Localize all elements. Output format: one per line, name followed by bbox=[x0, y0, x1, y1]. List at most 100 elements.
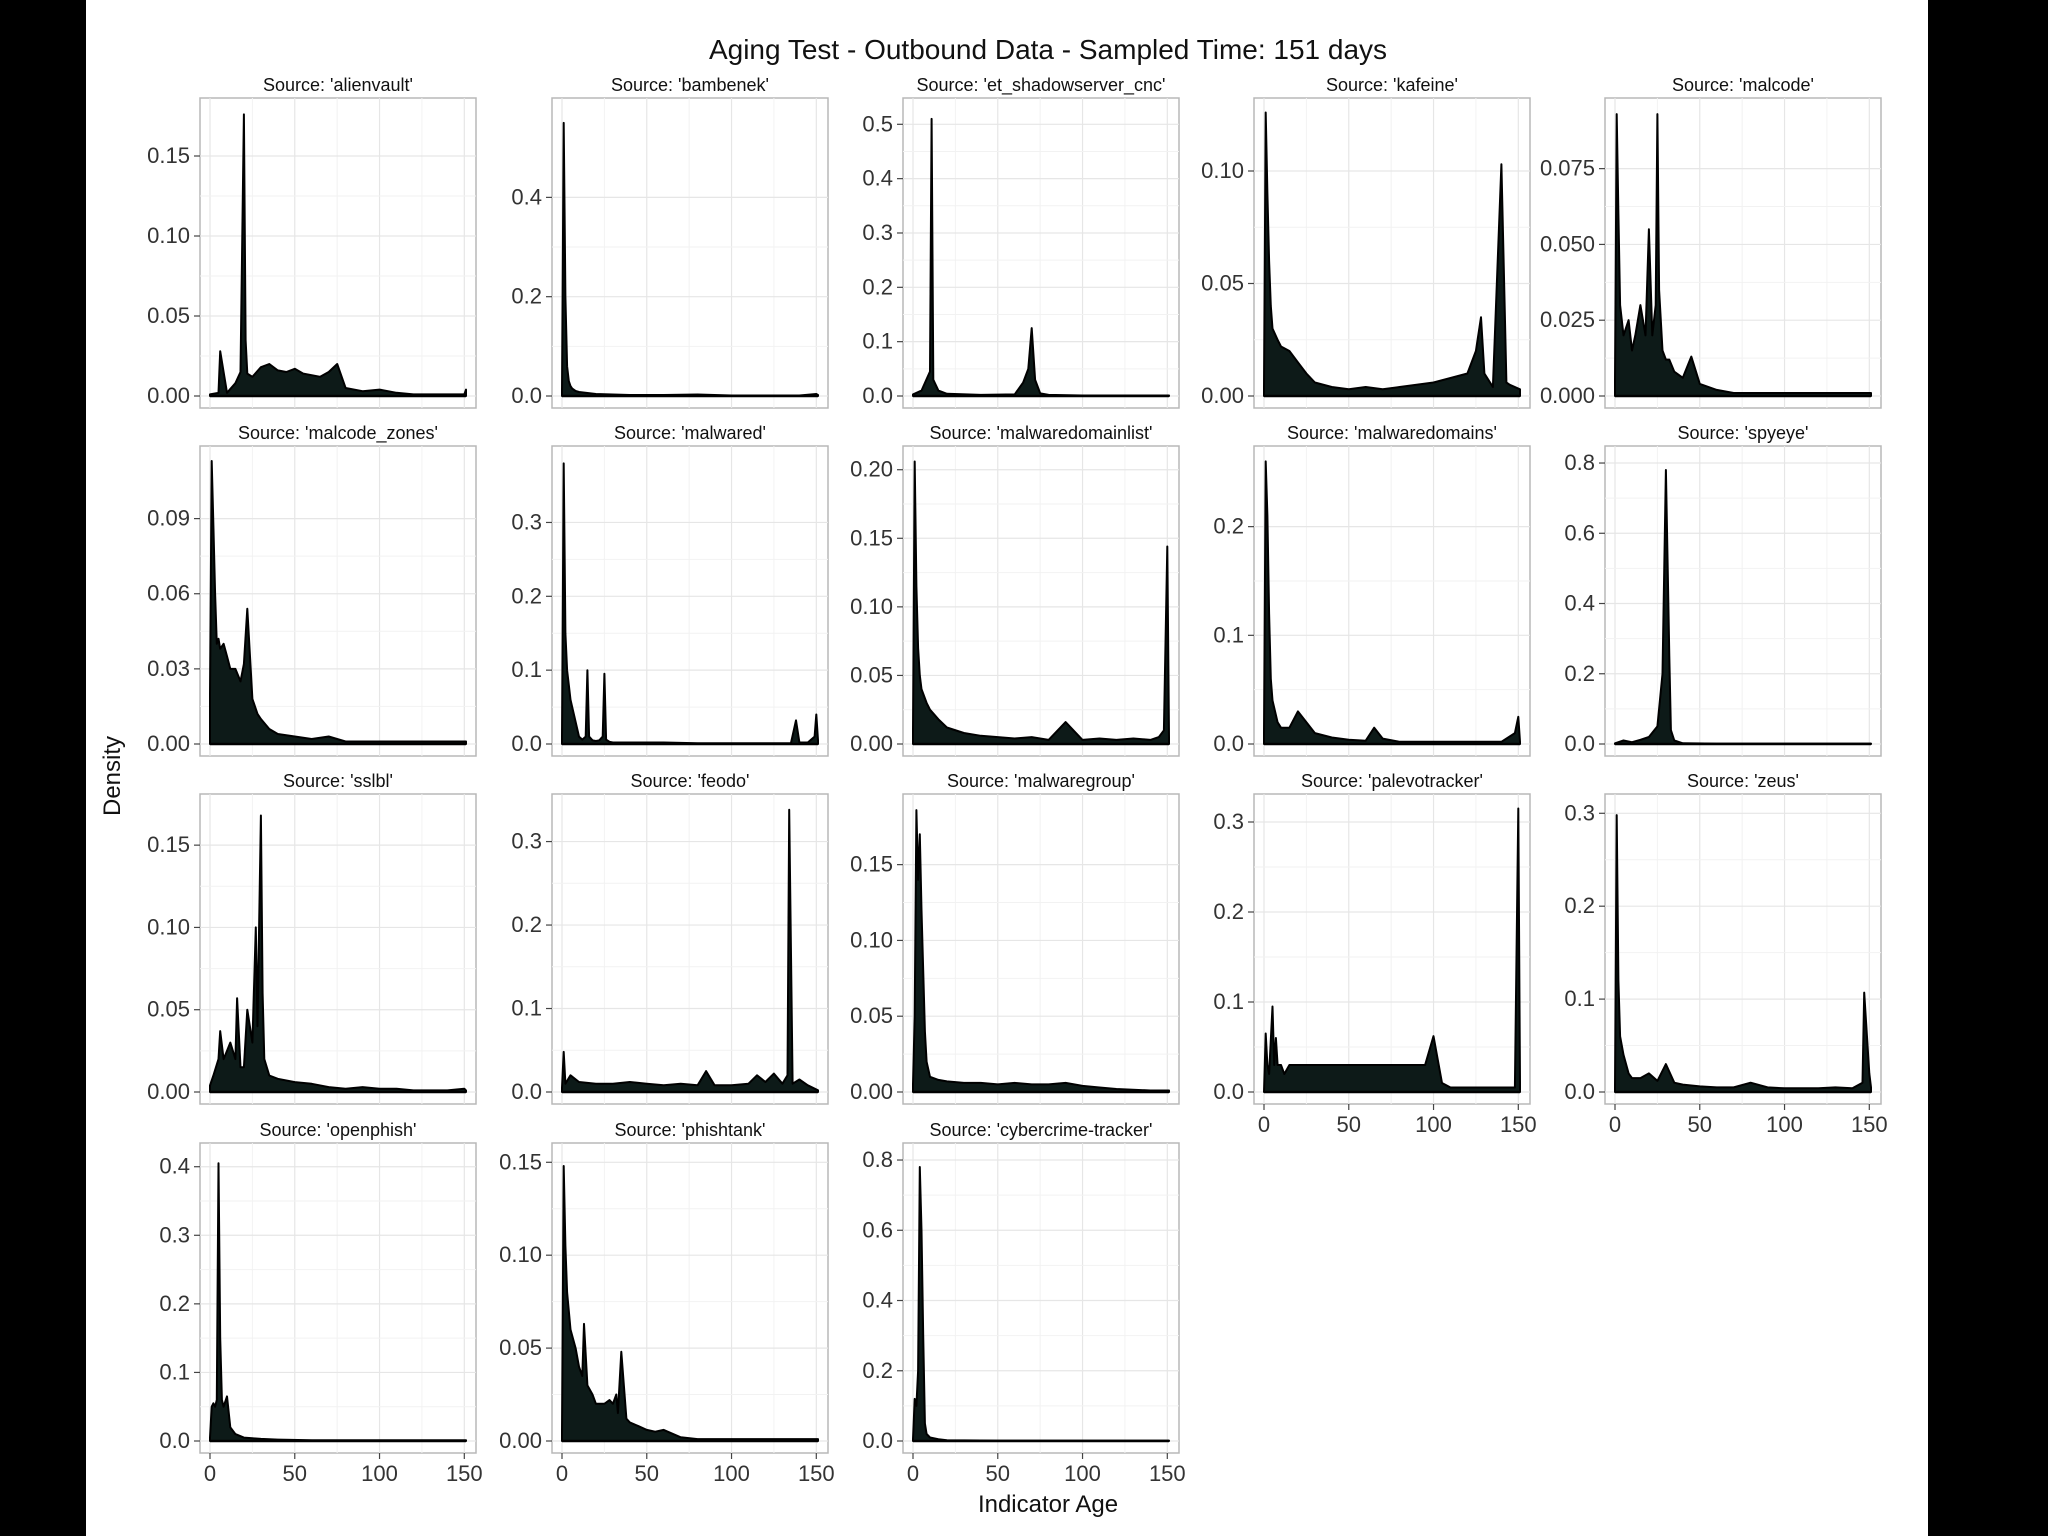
y-tick-label: 0.2 bbox=[1564, 893, 1595, 918]
y-tick-label: 0.10 bbox=[1201, 158, 1244, 183]
y-axis-label: Density bbox=[99, 736, 126, 816]
facet-panel: Source: 'malcode_zones' 0.00 0.03 0.06 0.09 bbox=[147, 423, 477, 757]
y-tick-label: 0.4 bbox=[862, 166, 893, 191]
panel-background bbox=[1604, 445, 1882, 757]
x-tick-label: 150 bbox=[798, 1461, 835, 1486]
density-area bbox=[209, 460, 467, 745]
faceted-density-figure: Aging Test - Outbound Data - Sampled Tim… bbox=[99, 34, 1888, 1518]
y-tick-label: 0.1 bbox=[1213, 622, 1244, 647]
x-tick-label: 50 bbox=[635, 1461, 659, 1486]
facet-strip-label: Source: 'zeus' bbox=[1687, 771, 1799, 791]
density-area bbox=[1263, 460, 1521, 745]
x-tick-label: 0 bbox=[1609, 1112, 1621, 1137]
y-tick-label: 0.1 bbox=[511, 657, 542, 682]
y-tick-label: 0.0 bbox=[862, 1428, 893, 1453]
x-tick-label: 0 bbox=[907, 1461, 919, 1486]
panel-background bbox=[199, 793, 477, 1105]
panel-background bbox=[902, 1142, 1180, 1454]
panel-background bbox=[902, 793, 1180, 1105]
y-tick-label: 0.05 bbox=[1201, 271, 1244, 296]
y-tick-label: 0.3 bbox=[1213, 809, 1244, 834]
facet-panel: Source: 'malwaredomainlist' 0.00 0.05 0.10 0… bbox=[850, 423, 1180, 757]
y-tick-label: 0.10 bbox=[850, 927, 893, 952]
facet-strip-label: Source: 'alienvault' bbox=[263, 75, 413, 95]
y-tick-label: 0.09 bbox=[147, 506, 190, 531]
x-tick-label: 100 bbox=[1766, 1112, 1803, 1137]
panel-background bbox=[1253, 793, 1531, 1105]
density-area bbox=[912, 809, 1170, 1093]
density-area bbox=[209, 814, 467, 1093]
y-tick-label: 0.3 bbox=[511, 509, 542, 534]
y-tick-label: 0.000 bbox=[1540, 383, 1595, 408]
x-tick-label: 100 bbox=[361, 1461, 398, 1486]
y-tick-label: 0.15 bbox=[147, 832, 190, 857]
x-tick-label: 150 bbox=[1851, 1112, 1888, 1137]
density-area bbox=[561, 808, 819, 1093]
facet-panel: Source: 'malwaredomains' 0.0 0.1 0.2 bbox=[1213, 423, 1531, 757]
y-tick-label: 0.00 bbox=[850, 731, 893, 756]
y-tick-label: 0.10 bbox=[499, 1242, 542, 1267]
y-tick-label: 0.4 bbox=[159, 1154, 190, 1179]
x-tick-label: 150 bbox=[1149, 1461, 1186, 1486]
density-area bbox=[561, 121, 819, 397]
facet-panel: Source: 'palevotracker' 0.0 0.1 0.2 0.3 0 50 10… bbox=[1213, 771, 1536, 1137]
y-tick-label: 0.1 bbox=[511, 996, 542, 1021]
y-tick-label: 0.1 bbox=[862, 329, 893, 354]
y-tick-label: 0.00 bbox=[147, 383, 190, 408]
y-tick-label: 0.10 bbox=[147, 914, 190, 939]
facet-panel: Source: 'openphish' 0.0 0.1 0.2 0.3 0.4 0 50 100… bbox=[159, 1120, 482, 1486]
facet-panel: Source: 'sslbl' 0.00 0.05 0.10 0.15 bbox=[147, 771, 477, 1105]
facet-panel: Source: 'kafeine' 0.00 0.05 0.10 bbox=[1201, 75, 1531, 409]
y-tick-label: 0.15 bbox=[147, 143, 190, 168]
y-tick-label: 0.3 bbox=[1564, 800, 1595, 825]
y-tick-label: 0.1 bbox=[159, 1359, 190, 1384]
y-tick-label: 0.00 bbox=[1201, 383, 1244, 408]
y-tick-label: 0.075 bbox=[1540, 156, 1595, 181]
chart-title: Aging Test - Outbound Data - Sampled Tim… bbox=[709, 34, 1387, 65]
chart-canvas: Aging Test - Outbound Data - Sampled Tim… bbox=[86, 0, 1928, 1536]
facet-strip-label: Source: 'feodo' bbox=[631, 771, 750, 791]
y-tick-label: 0.0 bbox=[511, 383, 542, 408]
facet-strip-label: Source: 'bambenek' bbox=[611, 75, 769, 95]
x-tick-label: 50 bbox=[986, 1461, 1010, 1486]
facet-strip-label: Source: 'cybercrime-tracker' bbox=[930, 1120, 1153, 1140]
facet-panel: Source: 'feodo' 0.0 0.1 0.2 0.3 bbox=[511, 771, 829, 1105]
y-tick-label: 0.03 bbox=[147, 656, 190, 681]
y-tick-label: 0.6 bbox=[1564, 520, 1595, 545]
y-tick-label: 0.00 bbox=[850, 1079, 893, 1104]
y-tick-label: 0.0 bbox=[159, 1428, 190, 1453]
facet-panel: Source: 'et_shadowserver_cnc' 0.0 0.1 0.2 0.… bbox=[862, 75, 1180, 409]
y-tick-label: 0.2 bbox=[862, 274, 893, 299]
y-tick-label: 0.4 bbox=[862, 1288, 893, 1313]
y-tick-label: 0.00 bbox=[147, 1079, 190, 1104]
panel-background bbox=[551, 97, 829, 409]
y-tick-label: 0.4 bbox=[1564, 591, 1595, 616]
facet-panel: Source: 'cybercrime-tracker' 0.0 0.2 0.4 0.6… bbox=[862, 1120, 1185, 1486]
x-axis-label: Indicator Age bbox=[978, 1491, 1118, 1518]
y-tick-label: 0.2 bbox=[511, 912, 542, 937]
y-tick-label: 0.2 bbox=[1213, 514, 1244, 539]
panel-background bbox=[551, 1142, 829, 1454]
y-tick-label: 0.0 bbox=[1564, 731, 1595, 756]
panel-background bbox=[902, 97, 1180, 409]
y-tick-label: 0.1 bbox=[1213, 989, 1244, 1014]
facet-strip-label: Source: 'spyeye' bbox=[1678, 423, 1809, 443]
panel-background bbox=[1253, 445, 1531, 757]
y-tick-label: 0.5 bbox=[862, 111, 893, 136]
y-tick-label: 0.06 bbox=[147, 581, 190, 606]
x-tick-label: 150 bbox=[1500, 1112, 1537, 1137]
y-tick-label: 0.10 bbox=[147, 223, 190, 248]
x-tick-label: 150 bbox=[446, 1461, 483, 1486]
y-tick-label: 0.2 bbox=[511, 583, 542, 608]
y-tick-label: 0.15 bbox=[850, 525, 893, 550]
facet-strip-label: Source: 'kafeine' bbox=[1326, 75, 1458, 95]
y-tick-label: 0.00 bbox=[499, 1428, 542, 1453]
x-tick-label: 0 bbox=[1258, 1112, 1270, 1137]
y-tick-label: 0.15 bbox=[850, 852, 893, 877]
panel-background bbox=[199, 1142, 477, 1454]
x-tick-label: 0 bbox=[556, 1461, 568, 1486]
y-tick-label: 0.10 bbox=[850, 594, 893, 619]
facet-strip-label: Source: 'openphish' bbox=[260, 1120, 417, 1140]
y-tick-label: 0.2 bbox=[511, 284, 542, 309]
y-tick-label: 0.05 bbox=[147, 997, 190, 1022]
